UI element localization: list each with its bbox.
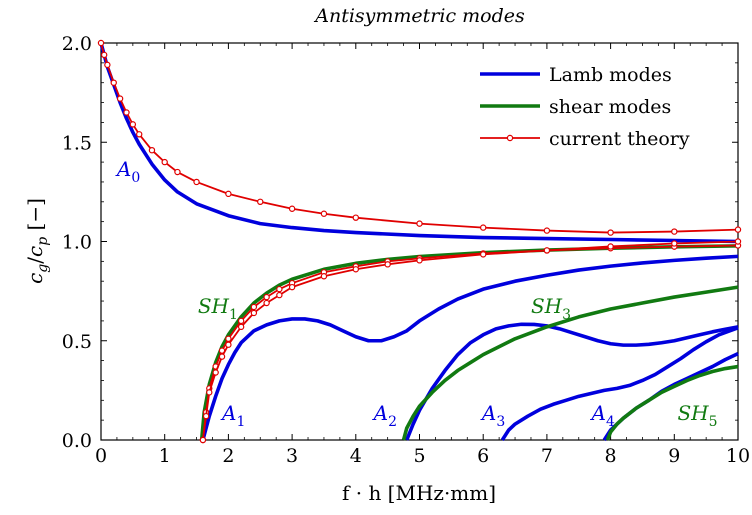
theory-marker [212,369,219,376]
legend-label-theory: current theory [549,128,690,150]
theory-marker [110,79,117,86]
y-tick-label: 2.0 [62,33,92,55]
theory-marker [263,299,270,307]
theory-marker [416,257,423,264]
x-tick-label: 0 [95,445,107,467]
theory-marker [263,293,270,301]
mode-label-a2: A2 [372,401,397,430]
theory-marker [218,353,226,360]
legend: Lamb modes shear modes current theory [480,64,690,150]
theory-marker [225,335,232,342]
theory-marker [288,283,296,291]
theory-marker [116,95,124,102]
theory-marker [100,51,108,59]
theory-marker [174,168,181,176]
x-tick-label: 6 [477,445,489,467]
mode-label-sh5: SH5 [677,401,717,430]
theory-marker [276,285,283,293]
y-axis-label: cg/cp [−] [23,198,51,284]
mode-label-sh3: SH3 [531,294,571,323]
legend-label-shear: shear modes [549,96,671,118]
theory-marker [320,273,328,280]
chart-title: Antisymmetric modes [313,5,525,27]
theory-marker [288,205,296,212]
theory-marker [199,436,207,444]
theory-marker [352,214,359,221]
x-tick-label: 7 [541,445,553,467]
theory-marker [543,247,551,254]
theory-marker [97,39,105,47]
theory-marker [136,131,143,138]
theory-marker [257,198,264,205]
theory-marker [129,121,137,128]
theory-marker [148,146,156,154]
x-axis-label: f · h [MHz·mm] [342,481,496,505]
legend-label-lamb: Lamb modes [549,64,672,86]
series-line-lamb-a2 [405,322,739,441]
y-tick-label: 1.5 [62,132,92,154]
mode-label-sh1: SH1 [198,294,238,323]
x-tick-label: 1 [159,445,171,467]
theory-marker [607,243,614,250]
x-tick-label: 5 [413,445,425,467]
x-tick-label: 3 [286,445,298,467]
theory-marker [237,317,245,325]
x-tick-label: 9 [668,445,680,467]
theory-marker [276,291,283,299]
theory-marker [250,303,258,311]
mode-label-a3: A3 [480,401,505,430]
mode-label-a4: A4 [589,401,614,430]
theory-marker [202,412,210,420]
x-tick-label: 2 [222,445,234,467]
theory-marker [480,251,487,258]
theory-marker [543,227,551,234]
mode-label-a1: A1 [220,401,245,430]
theory-marker [480,224,487,231]
x-tick-label: 4 [350,445,362,467]
theory-marker [123,109,130,116]
theory-marker [607,229,614,236]
y-tick-label: 1.0 [62,232,92,254]
theory-marker [352,266,359,273]
theory-marker [384,261,391,268]
theory-marker [320,210,328,217]
theory-marker [193,178,200,186]
mode-labels: A0 SH1 A1 A2 SH3 A3 A4 SH5 [115,157,718,430]
theory-marker [416,220,423,227]
legend-marker [506,134,514,142]
chart-curves [97,39,742,444]
y-tick-label: 0.5 [62,331,92,353]
theory-marker [671,228,678,235]
x-tick-label: 10 [726,445,750,467]
theory-marker [104,61,111,69]
x-tick-label: 8 [605,445,617,467]
series-line-shear-sh5 [605,364,739,441]
theory-marker [734,238,742,245]
theory-marker [250,309,258,317]
theory-marker [225,190,232,198]
theory-marker [734,226,742,233]
theory-marker [237,323,245,331]
series-line-lamb-a3 [500,326,739,441]
y-tick-label: 0.0 [62,430,92,452]
theory-marker [671,240,678,247]
theory-marker [206,389,213,396]
series-line-lamb-a1 [201,254,739,441]
theory-marker [225,341,232,348]
series-line-shear-sh3 [401,285,739,441]
mode-label-a0: A0 [115,157,140,186]
theory-marker [161,158,168,166]
